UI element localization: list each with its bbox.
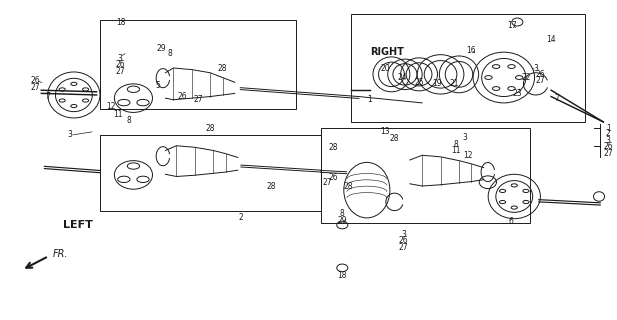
- Text: 16: 16: [466, 46, 476, 55]
- Circle shape: [523, 200, 529, 204]
- Text: 28: 28: [344, 182, 353, 191]
- Circle shape: [59, 99, 65, 102]
- Circle shape: [71, 105, 77, 108]
- Text: 27: 27: [115, 67, 125, 76]
- Text: 3: 3: [117, 54, 122, 63]
- Text: 1: 1: [606, 124, 611, 133]
- Circle shape: [508, 65, 515, 68]
- Circle shape: [500, 200, 506, 204]
- Text: 8: 8: [453, 140, 458, 149]
- Text: 26: 26: [178, 92, 188, 101]
- Text: 1: 1: [368, 95, 372, 104]
- Text: 12: 12: [106, 101, 115, 111]
- Circle shape: [511, 184, 517, 187]
- Circle shape: [59, 88, 65, 91]
- Text: 22: 22: [522, 73, 531, 82]
- Text: 26: 26: [603, 142, 613, 151]
- Text: 27: 27: [193, 95, 203, 104]
- Text: 27: 27: [399, 243, 408, 252]
- Text: 5: 5: [155, 81, 160, 90]
- Text: 18: 18: [337, 271, 347, 280]
- Circle shape: [492, 65, 500, 68]
- Text: LEFT: LEFT: [63, 220, 93, 230]
- Text: 12: 12: [463, 151, 473, 160]
- Text: RIGHT: RIGHT: [370, 47, 404, 57]
- Circle shape: [515, 76, 523, 79]
- Text: 13: 13: [381, 127, 390, 136]
- Text: 27: 27: [322, 178, 332, 187]
- Text: 2: 2: [239, 212, 243, 222]
- Text: FR.: FR.: [52, 249, 68, 259]
- Text: 3: 3: [68, 130, 73, 139]
- Text: 28: 28: [267, 182, 276, 191]
- Circle shape: [508, 87, 515, 91]
- Text: 3: 3: [463, 133, 468, 142]
- Text: 21: 21: [450, 79, 460, 88]
- Text: 8: 8: [126, 116, 131, 125]
- Text: 27: 27: [536, 76, 545, 85]
- Circle shape: [485, 76, 492, 79]
- Circle shape: [511, 206, 517, 209]
- Text: 8: 8: [340, 209, 345, 219]
- Text: 17: 17: [508, 21, 517, 30]
- Text: 11: 11: [451, 146, 461, 155]
- Text: 6: 6: [509, 217, 513, 226]
- Text: 3: 3: [401, 230, 406, 239]
- Circle shape: [500, 189, 506, 193]
- Text: 7: 7: [555, 94, 560, 103]
- Text: 24: 24: [398, 73, 407, 82]
- Text: 7: 7: [45, 92, 50, 101]
- Text: 28: 28: [218, 63, 227, 73]
- Text: 28: 28: [390, 134, 399, 143]
- Text: 27: 27: [603, 148, 613, 157]
- Text: 27: 27: [30, 83, 40, 92]
- Text: 26: 26: [115, 60, 125, 69]
- Text: 2: 2: [606, 130, 611, 139]
- Circle shape: [71, 82, 77, 85]
- Text: 26: 26: [536, 70, 545, 79]
- Text: 29: 29: [156, 44, 166, 53]
- Text: 14: 14: [546, 35, 556, 44]
- Text: 28: 28: [205, 124, 215, 133]
- Text: 26: 26: [399, 236, 408, 245]
- Text: 26: 26: [30, 76, 40, 85]
- Text: 3: 3: [533, 63, 538, 73]
- Text: 19: 19: [433, 79, 442, 88]
- Circle shape: [492, 87, 500, 91]
- Text: 29: 29: [337, 216, 347, 225]
- Circle shape: [523, 189, 529, 193]
- Text: 26: 26: [328, 173, 338, 182]
- Circle shape: [83, 88, 89, 91]
- Text: 11: 11: [114, 110, 123, 119]
- Text: 8: 8: [168, 49, 173, 58]
- Circle shape: [83, 99, 89, 102]
- Text: 25: 25: [414, 78, 424, 87]
- Text: 3: 3: [606, 136, 611, 145]
- Text: 23: 23: [513, 89, 522, 98]
- Text: 28: 28: [328, 143, 338, 152]
- Text: 18: 18: [117, 18, 126, 27]
- Text: 20: 20: [381, 63, 390, 73]
